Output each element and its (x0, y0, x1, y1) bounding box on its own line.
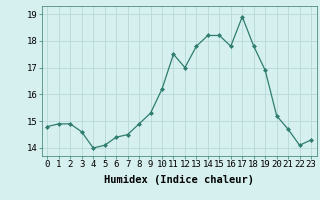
X-axis label: Humidex (Indice chaleur): Humidex (Indice chaleur) (104, 175, 254, 185)
